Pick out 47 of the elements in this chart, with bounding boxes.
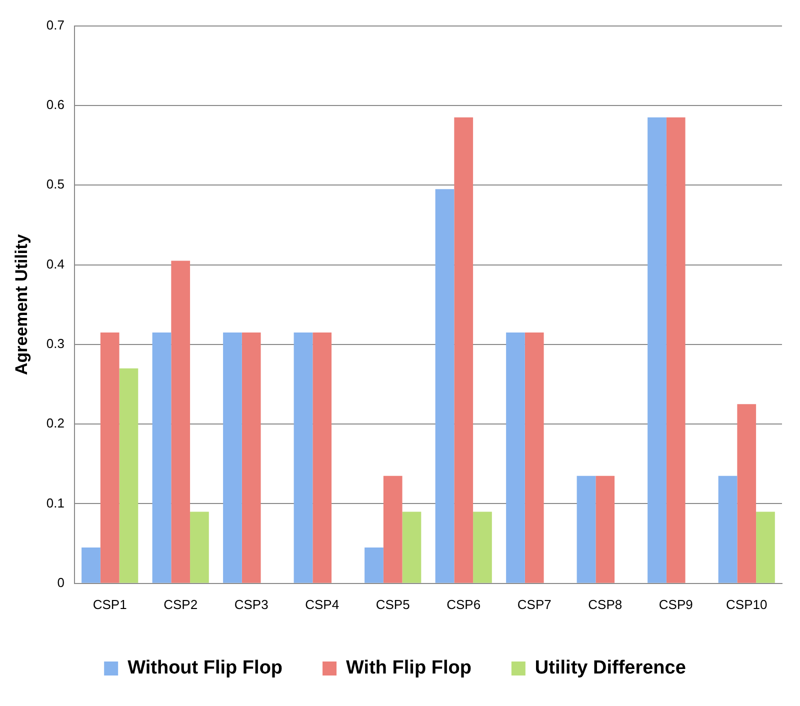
y-tick-label: 0 [57,574,64,590]
x-tick-label: CSP2 [164,596,198,612]
y-axis-title: Agreement Utility [12,234,31,375]
bar [190,512,209,583]
bar [737,404,756,583]
bar [100,332,120,583]
bar [312,332,332,583]
y-tick-label: 0.5 [46,176,64,192]
y-tick-label: 0.3 [46,336,64,352]
bar [435,189,454,583]
legend-label: Without Flip Flop [128,658,283,679]
bar [383,476,402,583]
x-tick-label: CSP7 [517,596,552,612]
bar [454,117,474,583]
x-tick-label: CSP3 [234,596,268,612]
bar [756,512,775,583]
x-tick-label: CSP4 [305,596,340,612]
y-tick-label: 0.2 [46,416,64,431]
bar [596,476,615,583]
bar [242,332,261,583]
bar [171,260,190,583]
x-tick-label: CSP5 [376,596,410,612]
y-tick-label: 0.6 [46,97,64,112]
y-tick-label: 0.1 [46,495,64,510]
bar [119,368,138,583]
y-tick-label: 0.7 [46,17,64,32]
bar [718,476,738,583]
bar [402,512,422,583]
bar [666,117,686,583]
bar [152,332,172,583]
y-tick-label: 0.4 [46,256,64,272]
bar [648,117,666,583]
bar [223,332,242,583]
bar [82,548,100,583]
bar [506,332,525,583]
legend-label: With Flip Flop [346,658,472,679]
bar [524,332,544,583]
x-tick-label: CSP8 [588,596,622,612]
bar [576,476,596,583]
bar [473,512,492,583]
bar [364,548,384,583]
legend-label: Utility Difference [534,658,686,679]
bar [294,332,313,583]
x-tick-label: CSP6 [446,596,481,612]
x-tick-label: CSP9 [658,596,693,612]
x-tick-label: CSP10 [726,596,768,612]
x-tick-label: CSP1 [92,596,127,612]
